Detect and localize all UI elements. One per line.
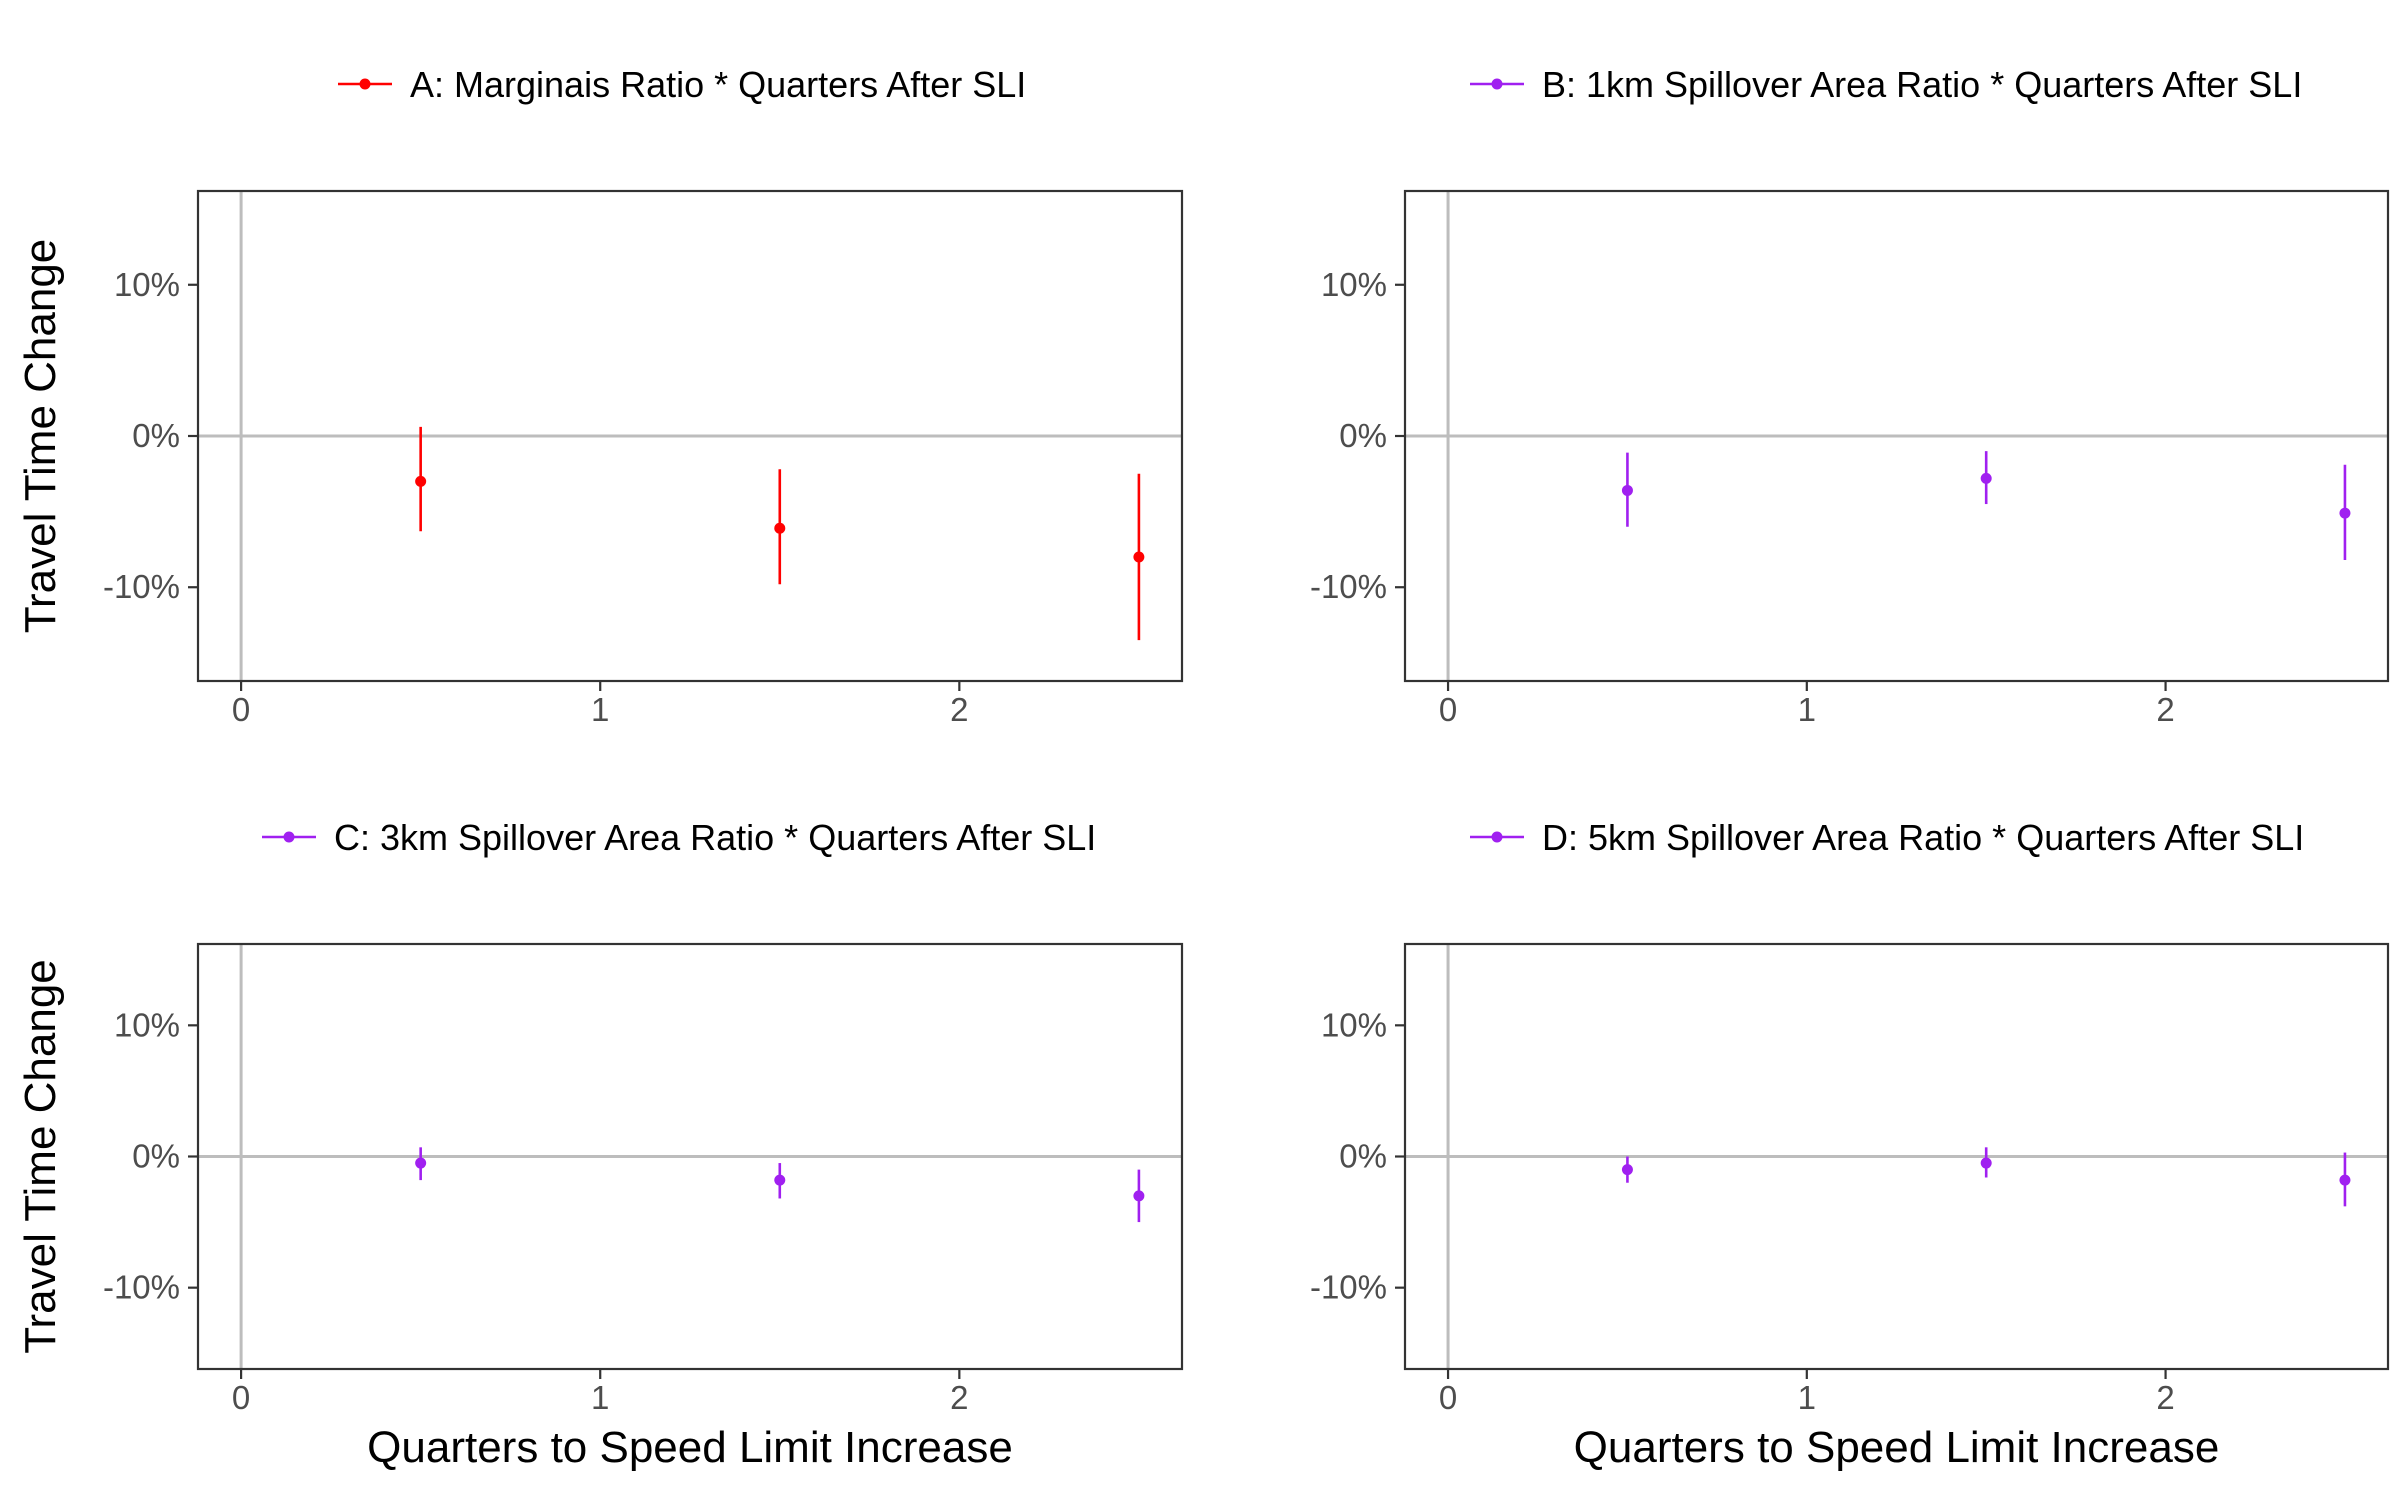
panel-b-y-tick-label: -10% bbox=[1310, 568, 1387, 605]
panel-c: 10% 0% -10% 0 1 2 C: 3km Spillover Area Ratio … bbox=[16, 817, 1184, 1472]
panel-d-y-tick-label: 10% bbox=[1321, 1006, 1387, 1043]
panel-a-x-tick-label: 0 bbox=[232, 691, 250, 728]
panel-a-y-axis-title: Travel Time Change bbox=[16, 239, 65, 634]
panel-a-point bbox=[415, 475, 427, 487]
panel-d-x-tick-label: 1 bbox=[1798, 1379, 1816, 1416]
panel-d-legend-key-point bbox=[1491, 831, 1503, 843]
panel-a-point bbox=[774, 522, 786, 534]
panel-d-x-tick-label: 0 bbox=[1439, 1379, 1457, 1416]
panel-c-point bbox=[1133, 1190, 1145, 1202]
panel-d-y-tick-label: 0% bbox=[1339, 1138, 1387, 1175]
panel-a: 10% 0% -10% 0 1 2 A: Marginais Ratio * Quarter… bbox=[16, 64, 1184, 728]
panel-c-legend: C: 3km Spillover Area Ratio * Quarters A… bbox=[262, 817, 1096, 858]
panel-d: 10% 0% -10% 0 1 2 D: 5km Spillover Area Ratio … bbox=[1310, 817, 2390, 1472]
panel-b-legend: B: 1km Spillover Area Ratio * Quarters A… bbox=[1470, 64, 2302, 105]
panel-a-x-tick-label: 2 bbox=[950, 691, 968, 728]
panel-c-point bbox=[415, 1157, 427, 1169]
panel-b-legend-key-point bbox=[1491, 78, 1503, 90]
panel-a-legend-label: A: Marginais Ratio * Quarters After SLI bbox=[410, 64, 1026, 105]
panel-d-point bbox=[2339, 1174, 2351, 1186]
panel-a-legend-key-point bbox=[359, 78, 371, 90]
panel-c-point bbox=[774, 1174, 786, 1186]
panel-c-x-axis-title: Quarters to Speed Limit Increase bbox=[367, 1423, 1013, 1472]
panel-c-y-tick-label: 0% bbox=[132, 1138, 180, 1175]
panel-b-point bbox=[1980, 472, 1992, 484]
panel-b-y-tick-label: 0% bbox=[1339, 417, 1387, 454]
panel-c-x-tick-label: 0 bbox=[232, 1379, 250, 1416]
panel-b-x-tick-label: 1 bbox=[1798, 691, 1816, 728]
panel-d-x-tick-label: 2 bbox=[2156, 1379, 2174, 1416]
panel-b-x-tick-label: 0 bbox=[1439, 691, 1457, 728]
panel-d-x-axis-title: Quarters to Speed Limit Increase bbox=[1574, 1423, 2220, 1472]
panel-d-legend: D: 5km Spillover Area Ratio * Quarters A… bbox=[1470, 817, 2304, 858]
panel-b-y-tick-label: 10% bbox=[1321, 266, 1387, 303]
panel-c-y-tick-label: -10% bbox=[103, 1269, 180, 1306]
panel-d-point bbox=[1980, 1157, 1992, 1169]
panel-c-legend-key-point bbox=[283, 831, 295, 843]
panel-b: 10% 0% -10% 0 1 2 B: 1km Spillover Area Ratio … bbox=[1310, 64, 2390, 728]
panel-d-legend-label: D: 5km Spillover Area Ratio * Quarters A… bbox=[1542, 817, 2304, 858]
panel-a-y-tick-label: 10% bbox=[114, 266, 180, 303]
panel-d-y-tick-label: -10% bbox=[1310, 1269, 1387, 1306]
panel-a-x-tick-label: 1 bbox=[591, 691, 609, 728]
panel-b-x-tick-label: 2 bbox=[2156, 691, 2174, 728]
panel-a-y-tick-label: 0% bbox=[132, 417, 180, 454]
panel-c-x-tick-label: 2 bbox=[950, 1379, 968, 1416]
panel-b-legend-label: B: 1km Spillover Area Ratio * Quarters A… bbox=[1542, 64, 2302, 105]
panel-a-y-tick-label: -10% bbox=[103, 568, 180, 605]
panel-b-point bbox=[1621, 484, 1633, 496]
panel-c-y-axis-title: Travel Time Change bbox=[16, 959, 65, 1354]
panel-c-y-tick-label: 10% bbox=[114, 1006, 180, 1043]
panel-a-legend: A: Marginais Ratio * Quarters After SLI bbox=[338, 64, 1026, 105]
panel-c-x-tick-label: 1 bbox=[591, 1379, 609, 1416]
panel-d-point bbox=[1621, 1164, 1633, 1176]
panel-b-point bbox=[2339, 507, 2351, 519]
panel-c-legend-label: C: 3km Spillover Area Ratio * Quarters A… bbox=[334, 817, 1096, 858]
panel-a-point bbox=[1133, 551, 1145, 563]
